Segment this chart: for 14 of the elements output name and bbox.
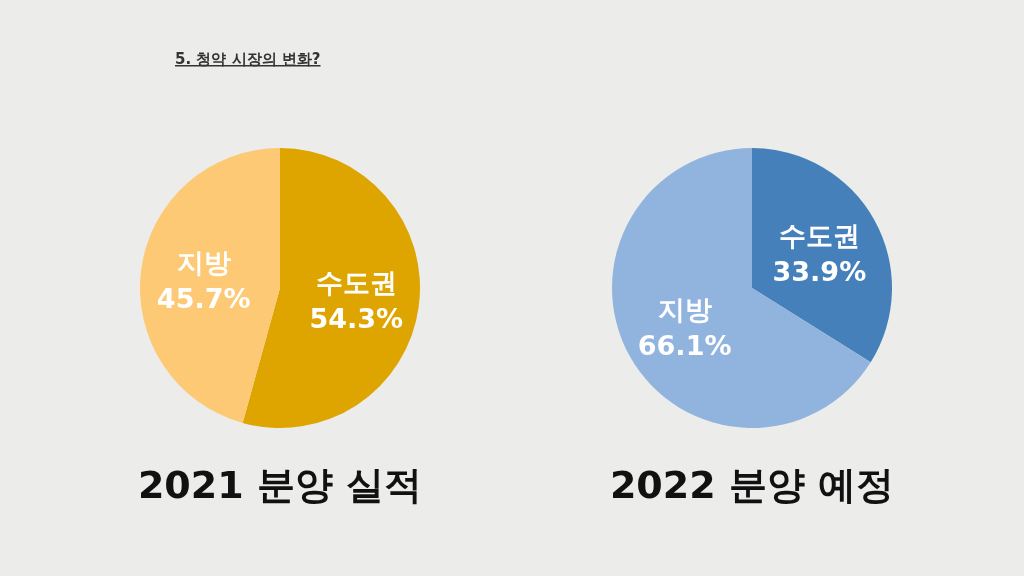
text: 5. 청약 시장의 변화? — [175, 50, 321, 68]
slice-label: 지방 — [657, 294, 712, 326]
data-label: 66.1% — [637, 330, 732, 362]
data-label: 33.9% — [772, 255, 867, 287]
slice-label: 지방 — [176, 246, 231, 278]
text: 2021 분양 실적 — [137, 463, 423, 507]
data-label: 45.7% — [156, 282, 251, 314]
slice-label: 수도권 — [315, 267, 397, 299]
slice-label: 수도권 — [778, 219, 860, 251]
data-label: 54.3% — [309, 303, 404, 335]
pie-slice — [612, 148, 871, 428]
pie-slice — [140, 148, 280, 423]
pie-slice — [752, 148, 892, 363]
text: 2022 분양 예정 — [609, 463, 895, 507]
